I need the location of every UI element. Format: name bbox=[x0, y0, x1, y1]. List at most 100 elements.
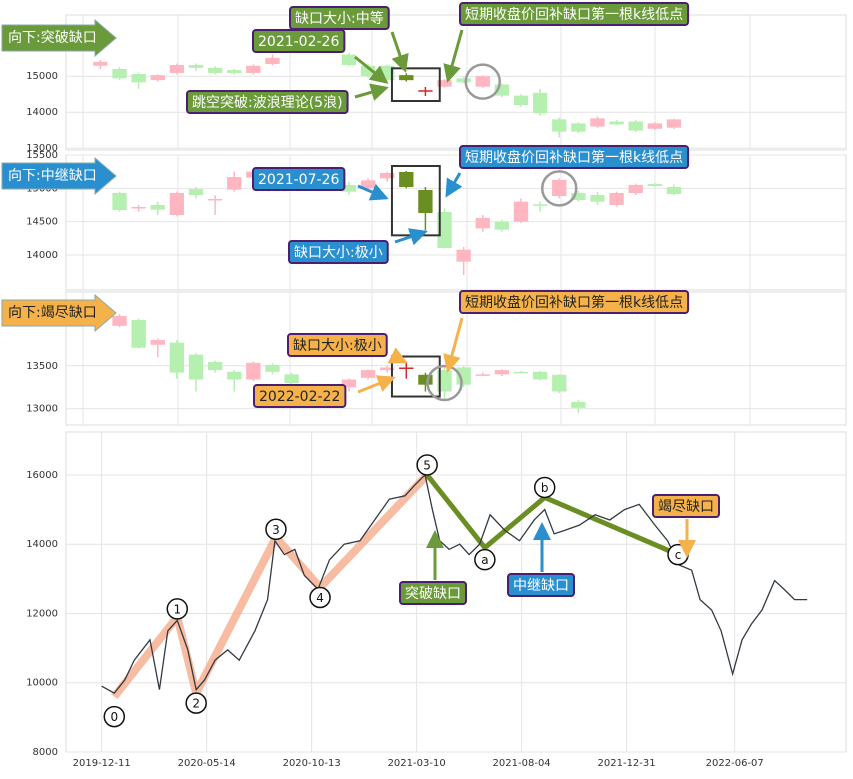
candle-body bbox=[169, 65, 185, 73]
candle-body bbox=[571, 193, 586, 200]
annotation-arrow bbox=[445, 172, 463, 198]
candle-body bbox=[341, 379, 357, 388]
annotation-box bbox=[507, 573, 575, 597]
candle-body bbox=[571, 123, 586, 132]
wave-point bbox=[265, 518, 287, 541]
x-tick-label: 2021-03-10 bbox=[388, 758, 446, 769]
candle-body bbox=[399, 172, 414, 187]
candle-body bbox=[112, 69, 127, 79]
y-tick-label: 12000 bbox=[26, 608, 58, 619]
candle-body bbox=[513, 201, 529, 222]
candle-body bbox=[532, 92, 548, 114]
candle-body bbox=[628, 185, 643, 193]
annotation-text: 短期收盘价回补缺口第一根k线低点 bbox=[465, 294, 683, 311]
wave-label: 3 bbox=[272, 523, 280, 537]
wave-point bbox=[103, 705, 126, 728]
candle-body bbox=[494, 370, 510, 375]
candle-body bbox=[666, 119, 682, 128]
candle-body bbox=[246, 65, 261, 73]
candle-body bbox=[590, 118, 605, 127]
annotation-box bbox=[652, 494, 720, 518]
candle-body bbox=[265, 57, 280, 64]
candle-body bbox=[590, 195, 605, 202]
wave-label: 4 bbox=[316, 591, 324, 605]
refill-circle bbox=[464, 63, 502, 100]
candle-body bbox=[188, 65, 204, 68]
candle-body bbox=[399, 75, 414, 81]
annotation-box bbox=[253, 384, 347, 408]
y-tick-label: 15000 bbox=[26, 71, 58, 82]
candle-body bbox=[437, 80, 452, 87]
candle-body bbox=[571, 401, 586, 408]
candle-body bbox=[360, 180, 376, 189]
y-tick-label: 8000 bbox=[33, 747, 58, 758]
wave-point bbox=[309, 586, 331, 609]
annotation-text: 短期收盘价回补缺口第一根k线低点 bbox=[465, 149, 683, 166]
annotation-arrow bbox=[357, 375, 396, 394]
annotation-text: 中继缺口 bbox=[513, 578, 569, 594]
candle-body bbox=[456, 249, 471, 262]
annotation-text: 缺口大小:极小 bbox=[293, 338, 382, 354]
candle-body bbox=[93, 61, 108, 66]
annotation-arrow bbox=[394, 228, 428, 246]
candle-body bbox=[246, 362, 261, 380]
y-tick-label: 15500 bbox=[26, 150, 58, 161]
annotation-box bbox=[288, 240, 389, 264]
annotation-arrow bbox=[357, 183, 389, 201]
wave-point bbox=[533, 476, 556, 499]
candle-body bbox=[227, 371, 242, 380]
annotation-arrow bbox=[443, 29, 464, 83]
annotation-arrow bbox=[387, 347, 408, 364]
candle-body bbox=[112, 193, 127, 210]
panel-tag: 向下:突破缺口 bbox=[8, 30, 97, 46]
annotation-box bbox=[186, 90, 349, 114]
panel-frame bbox=[65, 14, 847, 151]
candle-body bbox=[437, 370, 452, 392]
wave-label: a bbox=[481, 553, 488, 567]
candle-body bbox=[150, 75, 165, 81]
candle-body bbox=[475, 374, 490, 376]
candle-body bbox=[609, 193, 624, 205]
candle-body bbox=[150, 340, 165, 345]
annotation-box bbox=[252, 167, 346, 191]
y-tick-label: 13500 bbox=[26, 361, 58, 372]
candle-body bbox=[513, 371, 529, 374]
x-tick-label: 2022-06-07 bbox=[706, 758, 764, 769]
x-tick-label: 2020-10-13 bbox=[283, 758, 341, 769]
candle-body bbox=[475, 76, 490, 87]
candle-body bbox=[456, 367, 471, 385]
candle-body bbox=[169, 193, 185, 215]
candle-body bbox=[475, 218, 490, 229]
y-tick-label: 16000 bbox=[26, 470, 58, 481]
x-tick-label: 2020-05-14 bbox=[178, 758, 236, 769]
candle-body bbox=[647, 123, 662, 129]
refill-circle bbox=[540, 170, 578, 207]
candle-body bbox=[227, 177, 242, 190]
panel-tag: 向下:竭尽缺口 bbox=[8, 305, 97, 321]
candle-body bbox=[552, 180, 567, 196]
wave-label: 1 bbox=[173, 602, 181, 616]
tag-arrow bbox=[1, 18, 117, 58]
candle-body bbox=[399, 367, 414, 370]
candle-body bbox=[532, 371, 548, 380]
annotation-text: 2021-02-26 bbox=[258, 34, 339, 50]
annotation-box bbox=[459, 145, 690, 169]
candle-body bbox=[494, 84, 510, 96]
candle-body bbox=[360, 370, 376, 378]
annotation-arrow bbox=[354, 83, 389, 101]
candle-body bbox=[265, 364, 280, 372]
candle-body bbox=[131, 207, 146, 209]
candle-body bbox=[284, 374, 299, 383]
candle-body bbox=[418, 190, 433, 213]
candle-body bbox=[169, 342, 185, 373]
annotation-text: 2022-02-22 bbox=[259, 389, 340, 405]
tag-arrow bbox=[1, 156, 117, 196]
y-tick-label: 14500 bbox=[26, 217, 58, 228]
annotation-box bbox=[459, 2, 690, 26]
candle-body bbox=[131, 74, 146, 83]
annotation-text: 突破缺口 bbox=[405, 586, 461, 602]
wave-label: 0 bbox=[110, 710, 118, 724]
price-line bbox=[101, 473, 808, 694]
gap-box bbox=[390, 67, 441, 102]
candle-body bbox=[513, 95, 529, 105]
